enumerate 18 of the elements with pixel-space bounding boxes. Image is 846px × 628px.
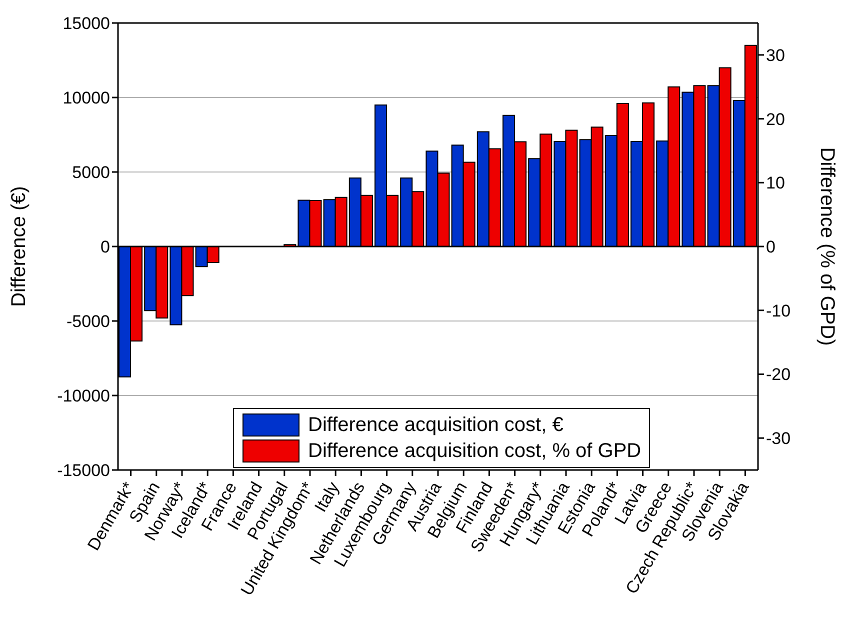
y-tick-label: 15000 (62, 14, 110, 34)
y2-tick-label: 10 (766, 174, 785, 193)
y-tick-label: 5000 (72, 163, 110, 182)
y2-tick-label: 20 (766, 110, 785, 129)
y2-axis-title: Difference (% of GPD) (816, 147, 838, 346)
legend-label: Difference acquisition cost, % of GPD (308, 440, 642, 462)
y-tick-label: -10000 (57, 386, 110, 406)
y-tick-label: -15000 (57, 461, 110, 480)
y2-tick-label: -20 (766, 365, 791, 384)
y-tick-label: -5000 (66, 312, 110, 332)
y-axis-title: Difference (€) (8, 186, 30, 307)
y2-tick-label: 0 (766, 238, 776, 257)
y2-tick-label: -10 (766, 301, 791, 320)
y2-tick-label: -30 (766, 429, 791, 448)
y-tick-label: 0 (100, 238, 110, 257)
y-tick-label: 10000 (62, 88, 110, 108)
legend-label: Difference acquisition cost, € (308, 414, 564, 436)
y2-tick-label: 30 (766, 46, 785, 65)
